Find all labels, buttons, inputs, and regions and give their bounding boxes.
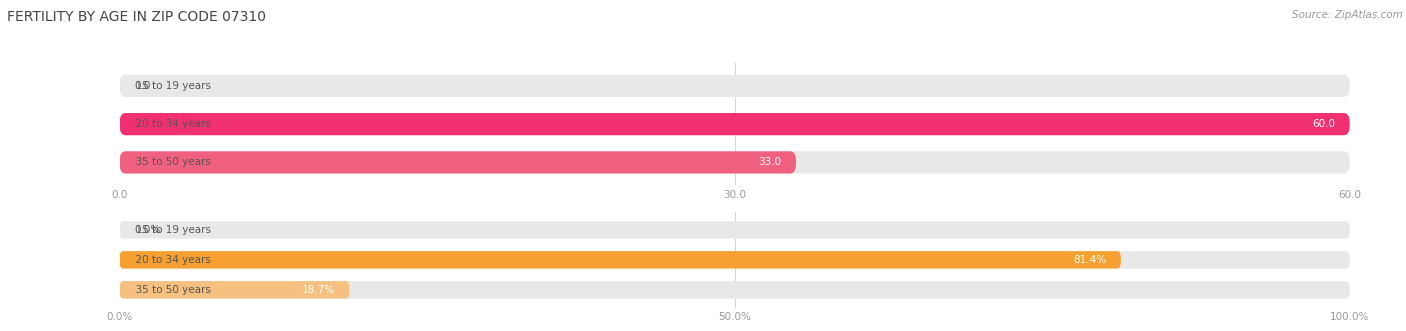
FancyBboxPatch shape <box>120 251 1350 268</box>
FancyBboxPatch shape <box>120 281 1350 299</box>
FancyBboxPatch shape <box>120 151 1350 173</box>
FancyBboxPatch shape <box>120 221 1350 239</box>
FancyBboxPatch shape <box>120 151 796 173</box>
Text: 35 to 50 years: 35 to 50 years <box>129 158 211 167</box>
FancyBboxPatch shape <box>120 113 1350 135</box>
FancyBboxPatch shape <box>120 251 1121 268</box>
Text: 81.4%: 81.4% <box>1073 255 1107 265</box>
Text: 15 to 19 years: 15 to 19 years <box>129 81 211 91</box>
Text: FERTILITY BY AGE IN ZIP CODE 07310: FERTILITY BY AGE IN ZIP CODE 07310 <box>7 10 266 24</box>
FancyBboxPatch shape <box>120 281 350 299</box>
Text: 20 to 34 years: 20 to 34 years <box>129 255 211 265</box>
Text: 35 to 50 years: 35 to 50 years <box>129 285 211 295</box>
Text: 18.7%: 18.7% <box>302 285 335 295</box>
Text: 20 to 34 years: 20 to 34 years <box>129 119 211 129</box>
Text: 0.0: 0.0 <box>135 81 150 91</box>
Text: Source: ZipAtlas.com: Source: ZipAtlas.com <box>1292 10 1403 20</box>
FancyBboxPatch shape <box>120 75 1350 97</box>
Text: 15 to 19 years: 15 to 19 years <box>129 225 211 235</box>
Text: 33.0: 33.0 <box>758 158 782 167</box>
Text: 0.0%: 0.0% <box>135 225 160 235</box>
FancyBboxPatch shape <box>120 113 1350 135</box>
Text: 60.0: 60.0 <box>1312 119 1336 129</box>
